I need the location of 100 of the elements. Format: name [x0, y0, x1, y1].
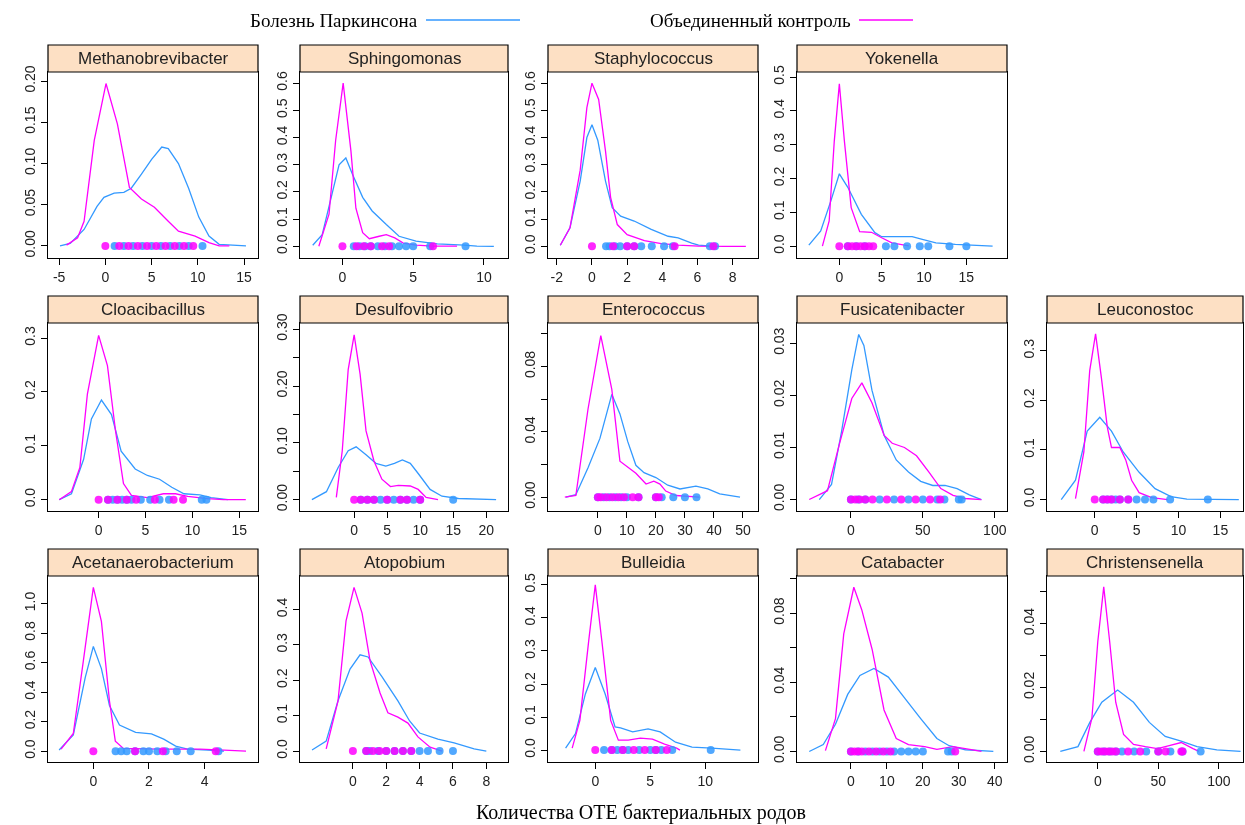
y-tick-label: 0.20 [22, 65, 39, 93]
chart-title: Acetanaerobacterium [72, 553, 234, 572]
x-tick-label: 10 [476, 269, 492, 285]
y-tick-label: 0.4 [274, 597, 291, 618]
y-tick-label: 0.0 [522, 738, 539, 758]
x-tick-label: 10 [184, 522, 201, 538]
x-tick-label: 0 [1090, 522, 1099, 538]
y-tick-label: 0.0 [22, 739, 39, 759]
y-tick-label: 0.04 [771, 666, 788, 694]
x-tick-label: 5 [877, 269, 886, 285]
x-tick-label: 15 [1212, 522, 1229, 538]
y-tick-label: 0.02 [771, 379, 788, 407]
x-tick-label: 0 [89, 773, 98, 789]
chart-title: Fusicatenibacter [840, 300, 966, 319]
x-tick-label: 4 [415, 773, 424, 789]
y-tick-label: 0.30 [274, 313, 291, 341]
y-tick-label: 0.03 [771, 327, 788, 355]
y-tick-label: 0.1 [22, 433, 39, 454]
chart-title: Desulfovibrio [355, 300, 454, 319]
x-tick-label: 5 [383, 522, 392, 538]
x-tick-label: 5 [646, 773, 655, 789]
y-tick-label: 0.2 [771, 166, 788, 187]
y-tick-label: 0.2 [22, 379, 39, 400]
x-tick-label: 8 [482, 773, 491, 789]
y-tick-label: 0.3 [274, 152, 291, 173]
y-tick-label: 0.6 [22, 650, 39, 671]
y-tick-label: 0.15 [22, 106, 39, 134]
x-tick-label: 20 [478, 522, 495, 538]
x-tick-label: 5 [147, 269, 156, 285]
chart-title: Atopobium [364, 553, 446, 572]
y-tick-label: 0.4 [274, 125, 291, 146]
y-tick-label: 0.04 [1021, 607, 1038, 636]
y-tick-label: 0.04 [522, 415, 539, 444]
y-tick-label: 0.0 [771, 234, 788, 254]
y-tick-label: 0.2 [22, 709, 39, 730]
chart-title: Catabacter [861, 553, 945, 572]
chart-title: Leuconostoc [1097, 300, 1194, 319]
y-tick-label: 0.6 [522, 71, 539, 91]
x-tick-label: 5 [141, 522, 150, 538]
y-tick-label: 0.5 [522, 98, 539, 118]
y-tick-label: 0.5 [274, 98, 291, 118]
y-tick-label: 0.0 [522, 234, 539, 254]
y-tick-label: 0.00 [274, 483, 291, 512]
y-tick-label: 0.10 [22, 147, 39, 176]
x-tick-label: 2 [145, 773, 154, 789]
y-tick-label: 0.02 [1021, 671, 1038, 700]
x-tick-label: 0 [591, 773, 600, 789]
y-tick-label: 0.00 [771, 483, 788, 512]
y-tick-label: 0.05 [22, 188, 39, 217]
x-tick-label: 30 [951, 773, 967, 789]
x-tick-label: 40 [986, 773, 1003, 789]
y-tick-label: 0.1 [274, 703, 291, 724]
y-tick-label: 0.0 [1021, 487, 1038, 508]
y-tick-label: 0.10 [274, 426, 291, 455]
chart-title: Enterococcus [602, 300, 705, 319]
x-tick-label: 2 [623, 269, 632, 285]
y-tick-label: 0.2 [522, 179, 539, 200]
x-tick-label: 10 [879, 773, 895, 789]
y-tick-label: 0.4 [22, 680, 39, 700]
x-tick-label: 10 [619, 522, 635, 538]
y-tick-label: 0.1 [522, 705, 539, 725]
y-tick-label: 0.2 [1021, 388, 1038, 409]
x-tick-label: 15 [231, 522, 248, 538]
y-tick-label: 0.5 [522, 572, 539, 593]
y-tick-label: 0.3 [274, 632, 291, 653]
x-tick-label: 50 [915, 522, 931, 538]
x-tick-label: 2 [382, 773, 391, 789]
y-tick-label: 0.00 [771, 735, 788, 763]
y-tick-label: 0.2 [522, 671, 539, 692]
x-tick-label: 6 [693, 269, 702, 285]
y-tick-label: 0.1 [771, 200, 788, 220]
y-tick-label: 0.4 [522, 605, 539, 626]
y-tick-label: 0.20 [274, 370, 291, 398]
x-tick-label: 0 [338, 269, 347, 285]
x-tick-label: 50 [1150, 773, 1167, 789]
y-tick-label: 0.08 [522, 350, 539, 379]
x-tick-label: 0 [348, 773, 357, 789]
x-tick-label: 10 [1170, 522, 1187, 538]
x-tick-label: -2 [550, 269, 564, 285]
x-tick-label: 8 [728, 269, 737, 285]
y-tick-label: 0.0 [274, 234, 291, 254]
y-tick-label: 0.5 [771, 65, 788, 85]
y-tick-label: 0.1 [1021, 437, 1038, 458]
chart-title: Bulleidia [621, 553, 686, 572]
chart-title: Christensenella [1086, 553, 1204, 572]
chart-title: Methanobrevibacter [78, 49, 229, 68]
x-tick-label: 0 [847, 522, 856, 538]
y-tick-label: 0.08 [771, 597, 788, 625]
y-tick-label: 0.1 [274, 207, 291, 227]
x-tick-label: 100 [1207, 773, 1231, 789]
x-tick-label: 0 [835, 269, 844, 285]
chart-title: Yokenella [865, 49, 939, 68]
chart-title: Cloacibacillus [101, 300, 205, 319]
y-tick-label: 0.3 [522, 152, 539, 173]
y-tick-label: 0.2 [274, 668, 291, 688]
x-tick-label: 5 [1132, 522, 1141, 538]
y-tick-label: 0.00 [522, 481, 539, 509]
x-tick-label: 0 [101, 269, 110, 285]
y-tick-label: 0.3 [522, 638, 539, 659]
y-tick-label: 0.01 [771, 431, 788, 459]
